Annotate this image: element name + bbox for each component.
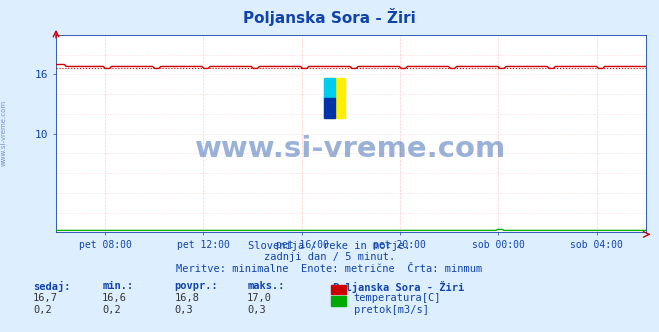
Bar [324, 78, 345, 118]
Text: 16,8: 16,8 [175, 293, 200, 303]
Bar [324, 98, 335, 118]
Text: zadnji dan / 5 minut.: zadnji dan / 5 minut. [264, 252, 395, 262]
Text: povpr.:: povpr.: [175, 281, 218, 290]
Text: maks.:: maks.: [247, 281, 285, 290]
Text: sedaj:: sedaj: [33, 281, 71, 291]
Text: Meritve: minimalne  Enote: metrične  Črta: minmum: Meritve: minimalne Enote: metrične Črta:… [177, 264, 482, 274]
Text: 0,2: 0,2 [33, 305, 51, 315]
Text: Poljanska Sora - Žiri: Poljanska Sora - Žiri [333, 281, 464, 292]
Text: 0,2: 0,2 [102, 305, 121, 315]
Text: pretok[m3/s]: pretok[m3/s] [354, 305, 429, 315]
Text: 0,3: 0,3 [175, 305, 193, 315]
Text: www.si-vreme.com: www.si-vreme.com [195, 135, 507, 163]
Text: temperatura[C]: temperatura[C] [354, 293, 442, 303]
Text: www.si-vreme.com: www.si-vreme.com [0, 100, 7, 166]
Text: 16,7: 16,7 [33, 293, 58, 303]
Text: Poljanska Sora - Žiri: Poljanska Sora - Žiri [243, 8, 416, 26]
Bar [324, 78, 335, 98]
Text: 17,0: 17,0 [247, 293, 272, 303]
Text: Slovenija / reke in morje.: Slovenija / reke in morje. [248, 241, 411, 251]
Text: 16,6: 16,6 [102, 293, 127, 303]
Text: min.:: min.: [102, 281, 133, 290]
Text: 0,3: 0,3 [247, 305, 266, 315]
